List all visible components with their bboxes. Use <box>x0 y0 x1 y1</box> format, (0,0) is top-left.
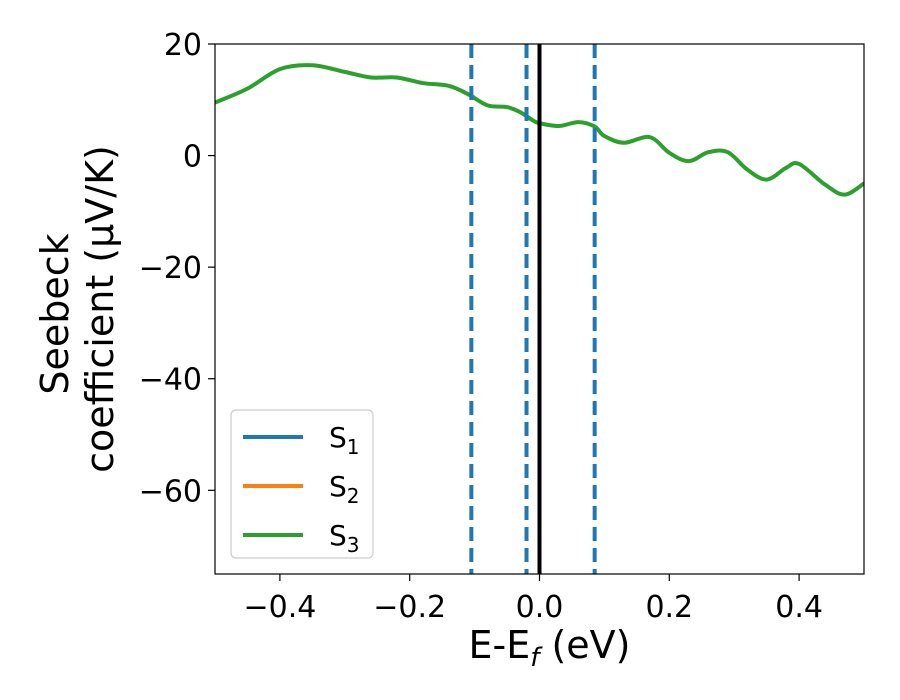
y-tick-label: −40 <box>139 363 202 398</box>
series-line-s3 <box>215 63 864 197</box>
y-tick-label: 20 <box>164 28 202 63</box>
legend: S1 S2 S3 <box>230 409 374 559</box>
y-tick-label: 0 <box>183 140 202 175</box>
x-tick-label: 0.0 <box>516 590 564 625</box>
x-tick-label: −0.4 <box>243 590 316 625</box>
legend-label-s1: S1 <box>329 421 360 459</box>
legend-label-s3: S3 <box>329 519 360 557</box>
y-axis-label-line2: coefficient (μV/K) <box>78 145 122 473</box>
axes: −0.4 −0.2 0.0 0.2 0.4 −60 −40 −20 0 20 <box>139 28 865 625</box>
x-tick-label: −0.2 <box>373 590 446 625</box>
x-axis-label: E-Ef (eV) <box>469 623 631 673</box>
y-tick-label: −60 <box>139 474 202 509</box>
y-tick-label: −20 <box>139 251 202 286</box>
y-axis-label-line1: Seebeck <box>33 233 77 394</box>
plot-marks <box>215 44 864 574</box>
x-tick-label: 0.4 <box>775 590 823 625</box>
legend-label-s2: S2 <box>329 470 360 508</box>
x-tick-label: 0.2 <box>645 590 693 625</box>
axis-labels: E-Ef (eV) Seebeck coefficient (μV/K) <box>33 145 631 673</box>
